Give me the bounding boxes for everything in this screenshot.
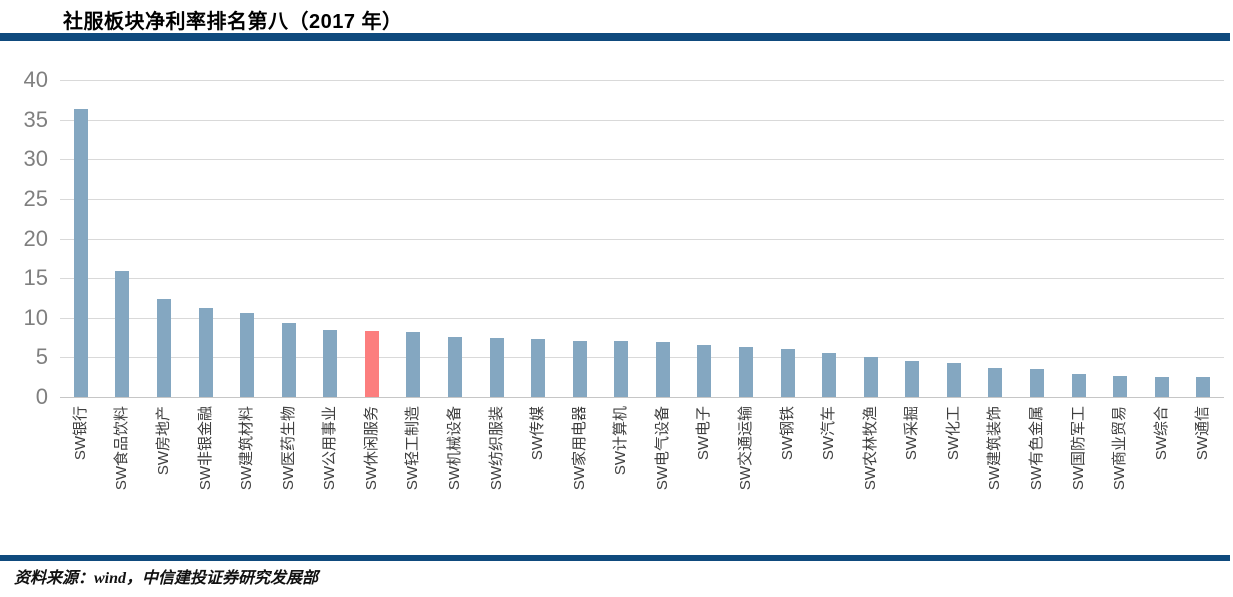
bar	[780, 349, 795, 397]
x-axis-tick-label: SW银行	[71, 406, 89, 461]
y-axis-tick-label: 0	[35, 384, 48, 409]
gridline	[60, 397, 1224, 398]
bar	[406, 332, 421, 397]
x-axis-tick-label: SW房地产	[154, 406, 172, 476]
x-axis-tick-label: SW家用电器	[570, 406, 588, 491]
gridline	[60, 317, 1224, 319]
bar	[614, 340, 629, 397]
y-axis-tick-label: 15	[23, 265, 48, 291]
top-divider	[0, 33, 1230, 41]
x-axis-tick-label: SW电子	[695, 406, 713, 461]
bar	[697, 345, 712, 397]
x-axis-tick-label: SW食品饮料	[113, 406, 131, 491]
bottom-divider	[0, 555, 1230, 561]
bar	[655, 341, 670, 397]
bar	[1029, 369, 1044, 397]
x-axis-tick-label: SW综合	[1152, 406, 1170, 461]
bar	[572, 340, 587, 397]
x-axis-tick-label: SW传媒	[529, 406, 547, 461]
bar	[1113, 375, 1128, 397]
bar	[1196, 377, 1211, 397]
gridline	[60, 278, 1224, 280]
bar	[1071, 374, 1086, 397]
y-axis-tick-label: 20	[23, 225, 48, 251]
bar	[946, 362, 961, 397]
x-axis-tick-label: SW公用事业	[321, 406, 339, 491]
x-axis-tick-label: SW建筑材料	[238, 406, 256, 491]
x-axis-tick-label: SW轻工制造	[404, 406, 422, 491]
bar	[905, 360, 920, 397]
bar	[323, 329, 338, 397]
x-axis-tick-label: SW采掘	[903, 406, 921, 461]
bar	[863, 356, 878, 397]
gridline	[60, 238, 1224, 240]
x-axis-tick-label: SW电气设备	[653, 406, 671, 491]
bar-highlighted	[364, 331, 379, 397]
x-axis-tick-label: SW建筑装饰	[986, 406, 1004, 491]
x-axis-tick-label: SW国防军工	[1069, 406, 1087, 491]
gridline	[60, 119, 1224, 121]
x-axis-tick-label: SW汽车	[820, 406, 838, 461]
gridline	[60, 198, 1224, 200]
bar	[531, 339, 546, 397]
x-axis-tick-label: SW通信	[1194, 406, 1212, 461]
bar	[822, 353, 837, 397]
bar	[988, 368, 1003, 397]
x-axis-tick-label: SW计算机	[612, 406, 630, 476]
gridline	[60, 80, 1224, 81]
y-axis-tick-label: 10	[23, 304, 48, 330]
bar	[73, 108, 88, 397]
bar	[281, 322, 296, 397]
y-axis-tick-label: 30	[23, 146, 48, 172]
x-axis-tick-label: SW钢铁	[778, 406, 796, 461]
x-axis-tick-label: SW机械设备	[445, 406, 463, 491]
x-axis-tick-label: SW纺织服装	[487, 406, 505, 491]
source-note: 资料来源：wind，中信建投证券研究发展部	[14, 570, 319, 587]
x-axis-tick-label: SW化工	[944, 406, 962, 461]
x-axis-tick-label: SW医药生物	[279, 406, 297, 491]
x-axis-tick-label: SW非银金融	[196, 406, 214, 491]
y-axis-tick-label: 25	[23, 185, 48, 211]
x-axis-tick-label: SW有色金属	[1027, 406, 1045, 491]
bar	[447, 336, 462, 397]
bar	[1154, 377, 1169, 397]
bar	[489, 338, 504, 397]
y-axis-tick-label: 35	[23, 106, 48, 132]
bar	[156, 298, 171, 397]
bar	[240, 312, 255, 397]
gridline	[60, 357, 1224, 359]
x-axis-tick-label: SW休闲服务	[362, 406, 380, 491]
y-axis-tick-label: 5	[35, 344, 48, 370]
bar	[198, 308, 213, 397]
bar	[115, 270, 130, 397]
x-axis-tick-label: SW农林牧渔	[861, 406, 879, 491]
y-axis-tick-label: 40	[23, 67, 48, 92]
bar	[738, 347, 753, 397]
chart-title: 社服板块净利率排名第八（2017 年）	[63, 11, 403, 33]
x-axis-tick-label: SW交通运输	[736, 406, 754, 491]
x-axis-tick-label: SW商业贸易	[1111, 406, 1129, 491]
gridline	[60, 159, 1224, 161]
